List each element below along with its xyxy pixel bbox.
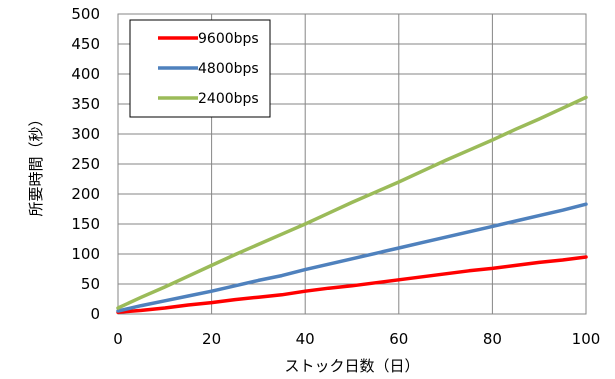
y-tick-labels: 0 50 100 150 200 250 300 350 400 450 500 xyxy=(71,5,100,323)
y-tick-label: 50 xyxy=(81,275,100,293)
x-tick-label: 100 xyxy=(572,330,601,348)
series-line-4800bps xyxy=(116,202,588,313)
x-tick-labels: 0 20 40 60 80 100 xyxy=(113,330,600,348)
x-tick-label: 40 xyxy=(296,330,315,348)
x-tick-label: 20 xyxy=(202,330,221,348)
series-line-2400bps xyxy=(116,95,588,310)
legend-label: 2400bps xyxy=(198,91,259,107)
series-lines xyxy=(116,95,588,314)
y-tick-label: 150 xyxy=(71,215,100,233)
y-tick-label: 450 xyxy=(71,35,100,53)
y-tick-label: 200 xyxy=(71,185,100,203)
y-tick-label: 100 xyxy=(71,245,100,263)
legend: 9600bps 4800bps 2400bps xyxy=(129,19,271,118)
x-tick-label: 0 xyxy=(113,330,123,348)
legend-label: 9600bps xyxy=(198,31,259,47)
x-axis-label: ストック日数（日） xyxy=(284,357,419,375)
y-axis-label: 所要時間（秒） xyxy=(27,111,45,216)
y-tick-label: 350 xyxy=(71,95,100,113)
y-tick-label: 250 xyxy=(71,155,100,173)
series-line-9600bps xyxy=(116,255,588,314)
y-tick-label: 500 xyxy=(71,5,100,23)
legend-label: 4800bps xyxy=(198,61,259,77)
x-tick-label: 80 xyxy=(483,330,502,348)
y-tick-label: 300 xyxy=(71,125,100,143)
x-tick-label: 60 xyxy=(389,330,408,348)
plot-frame xyxy=(117,13,587,315)
legend-box xyxy=(129,19,271,118)
y-tick-label: 400 xyxy=(71,65,100,83)
y-tick-label: 0 xyxy=(90,305,100,323)
